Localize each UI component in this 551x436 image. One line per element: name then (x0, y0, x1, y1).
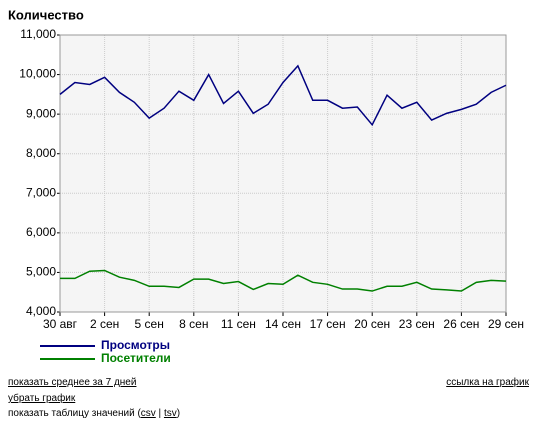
chart: Количество 4,000 5,000 6,000 7,000 8,000 9,00… (8, 7, 524, 365)
x-tick-label: 11 сен (221, 317, 256, 331)
y-tick-label: 6,000 (26, 225, 56, 239)
csv-link[interactable]: csv (140, 408, 156, 419)
series-line (60, 269, 507, 292)
y-tick-label: 4,000 (26, 304, 56, 318)
remove-link[interactable]: убрать график (8, 393, 76, 404)
x-tick-label: 30 авг (43, 317, 78, 331)
link-row: показать таблицу значений (csv | tsv) (8, 408, 180, 419)
y-tick-label: 5,000 (26, 265, 56, 279)
text: ) (176, 408, 181, 419)
x-tick-label: 29 сен (488, 317, 524, 331)
x-tick-label: 5 сен (135, 317, 164, 331)
x-tick-label: 23 сен (399, 317, 435, 331)
x-tick-label: 8 сен (179, 317, 208, 331)
text: показать таблицу значений ( (8, 408, 141, 419)
series-line (59, 64, 507, 127)
x-tick-label: 20 сен (354, 317, 390, 331)
x-tick-label: 26 сен (443, 317, 479, 331)
link-row: показать среднее за 7 дней (8, 377, 136, 388)
text: | (155, 408, 164, 419)
plot-frame (59, 34, 507, 313)
y-tick-label: 9,000 (26, 106, 56, 120)
chart-title: Количество (8, 7, 84, 22)
y-tick-label: 11,000 (20, 27, 56, 41)
y-tick-label: 8,000 (26, 146, 56, 160)
legend-label: Посетители (101, 351, 171, 365)
average-link[interactable]: показать среднее за 7 дней (8, 377, 137, 388)
legend-label: Просмотры (101, 338, 170, 352)
x-tick-label: 2 сен (90, 317, 119, 331)
x-tick-label: 14 сен (265, 317, 301, 331)
link-row: ссылка на график (446, 377, 529, 388)
y-tick-label: 7,000 (26, 185, 56, 199)
y-tick-label: 10,000 (19, 67, 56, 81)
x-tick-label: 17 сен (310, 317, 346, 331)
chart-link[interactable]: ссылка на график (446, 377, 529, 388)
tsv-link[interactable]: tsv (163, 408, 177, 419)
link-row: убрать график (8, 393, 75, 404)
